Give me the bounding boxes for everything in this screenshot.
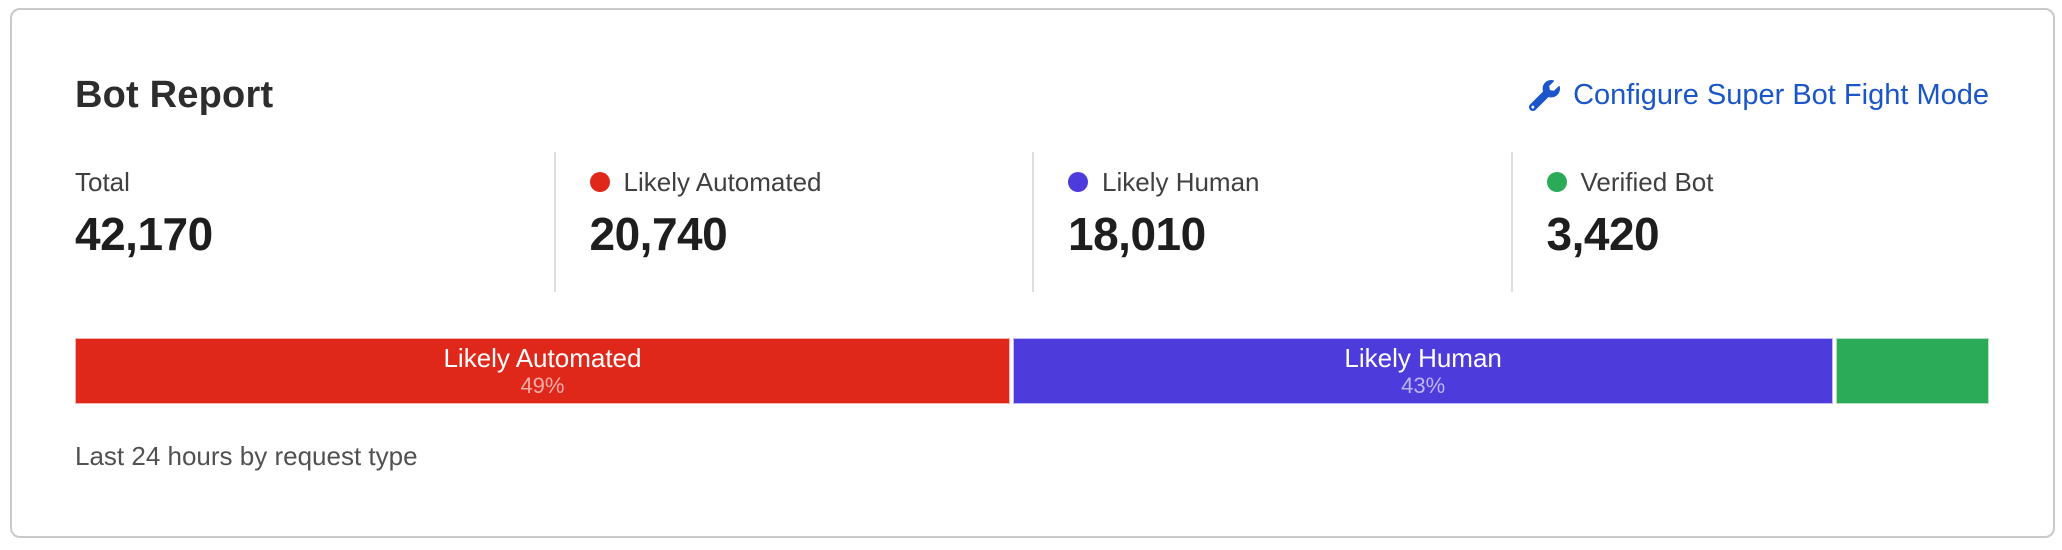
bar-segment-percent: 43% xyxy=(1401,372,1446,398)
likely-automated-dot-icon xyxy=(589,171,610,192)
bar-segment-likely-human: Likely Human 43% xyxy=(1012,337,1834,404)
page-title: Bot Report xyxy=(75,74,274,116)
stat-verified-bot: Verified Bot 3,420 xyxy=(1510,151,1990,292)
time-range-note: Last 24 hours by request type xyxy=(75,440,418,471)
stat-likely-automated-value: 20,740 xyxy=(589,207,728,260)
stat-verified-bot-value: 3,420 xyxy=(1546,207,1660,260)
bar-segment-label: Likely Automated xyxy=(443,342,642,373)
stats-row: Total 42,170 Likely Automated 20,740 Lik… xyxy=(75,151,1990,292)
bot-report-card: Bot Report Configure Super Bot Fight Mod… xyxy=(10,8,2055,538)
request-type-stacked-bar: Likely Automated 49% Likely Human 43% xyxy=(75,337,1989,404)
stat-likely-human-label: Likely Human xyxy=(1102,166,1260,197)
stat-likely-automated: Likely Automated 20,740 xyxy=(553,151,1033,292)
wrench-icon xyxy=(1529,80,1561,112)
card-header: Bot Report Configure Super Bot Fight Mod… xyxy=(75,74,1989,118)
bar-segment-likely-automated: Likely Automated 49% xyxy=(75,337,1010,404)
configure-link-label: Configure Super Bot Fight Mode xyxy=(1573,79,1989,112)
stat-likely-human-value: 18,010 xyxy=(1068,207,1206,260)
stat-total-value: 42,170 xyxy=(75,207,213,260)
likely-human-dot-icon xyxy=(1068,171,1088,192)
stat-likely-human: Likely Human 18,010 xyxy=(1032,151,1511,292)
bar-segment-percent: 49% xyxy=(520,372,565,398)
verified-bot-dot-icon xyxy=(1546,171,1567,192)
bar-segment-verified-bot xyxy=(1836,337,1989,404)
stat-total-label: Total xyxy=(75,166,130,197)
stat-likely-automated-label: Likely Automated xyxy=(623,166,822,197)
stat-verified-bot-label: Verified Bot xyxy=(1580,166,1714,197)
stat-total: Total 42,170 xyxy=(75,152,554,292)
bar-segment-label: Likely Human xyxy=(1344,342,1502,373)
configure-super-bot-fight-mode-link[interactable]: Configure Super Bot Fight Mode xyxy=(1529,79,1989,112)
